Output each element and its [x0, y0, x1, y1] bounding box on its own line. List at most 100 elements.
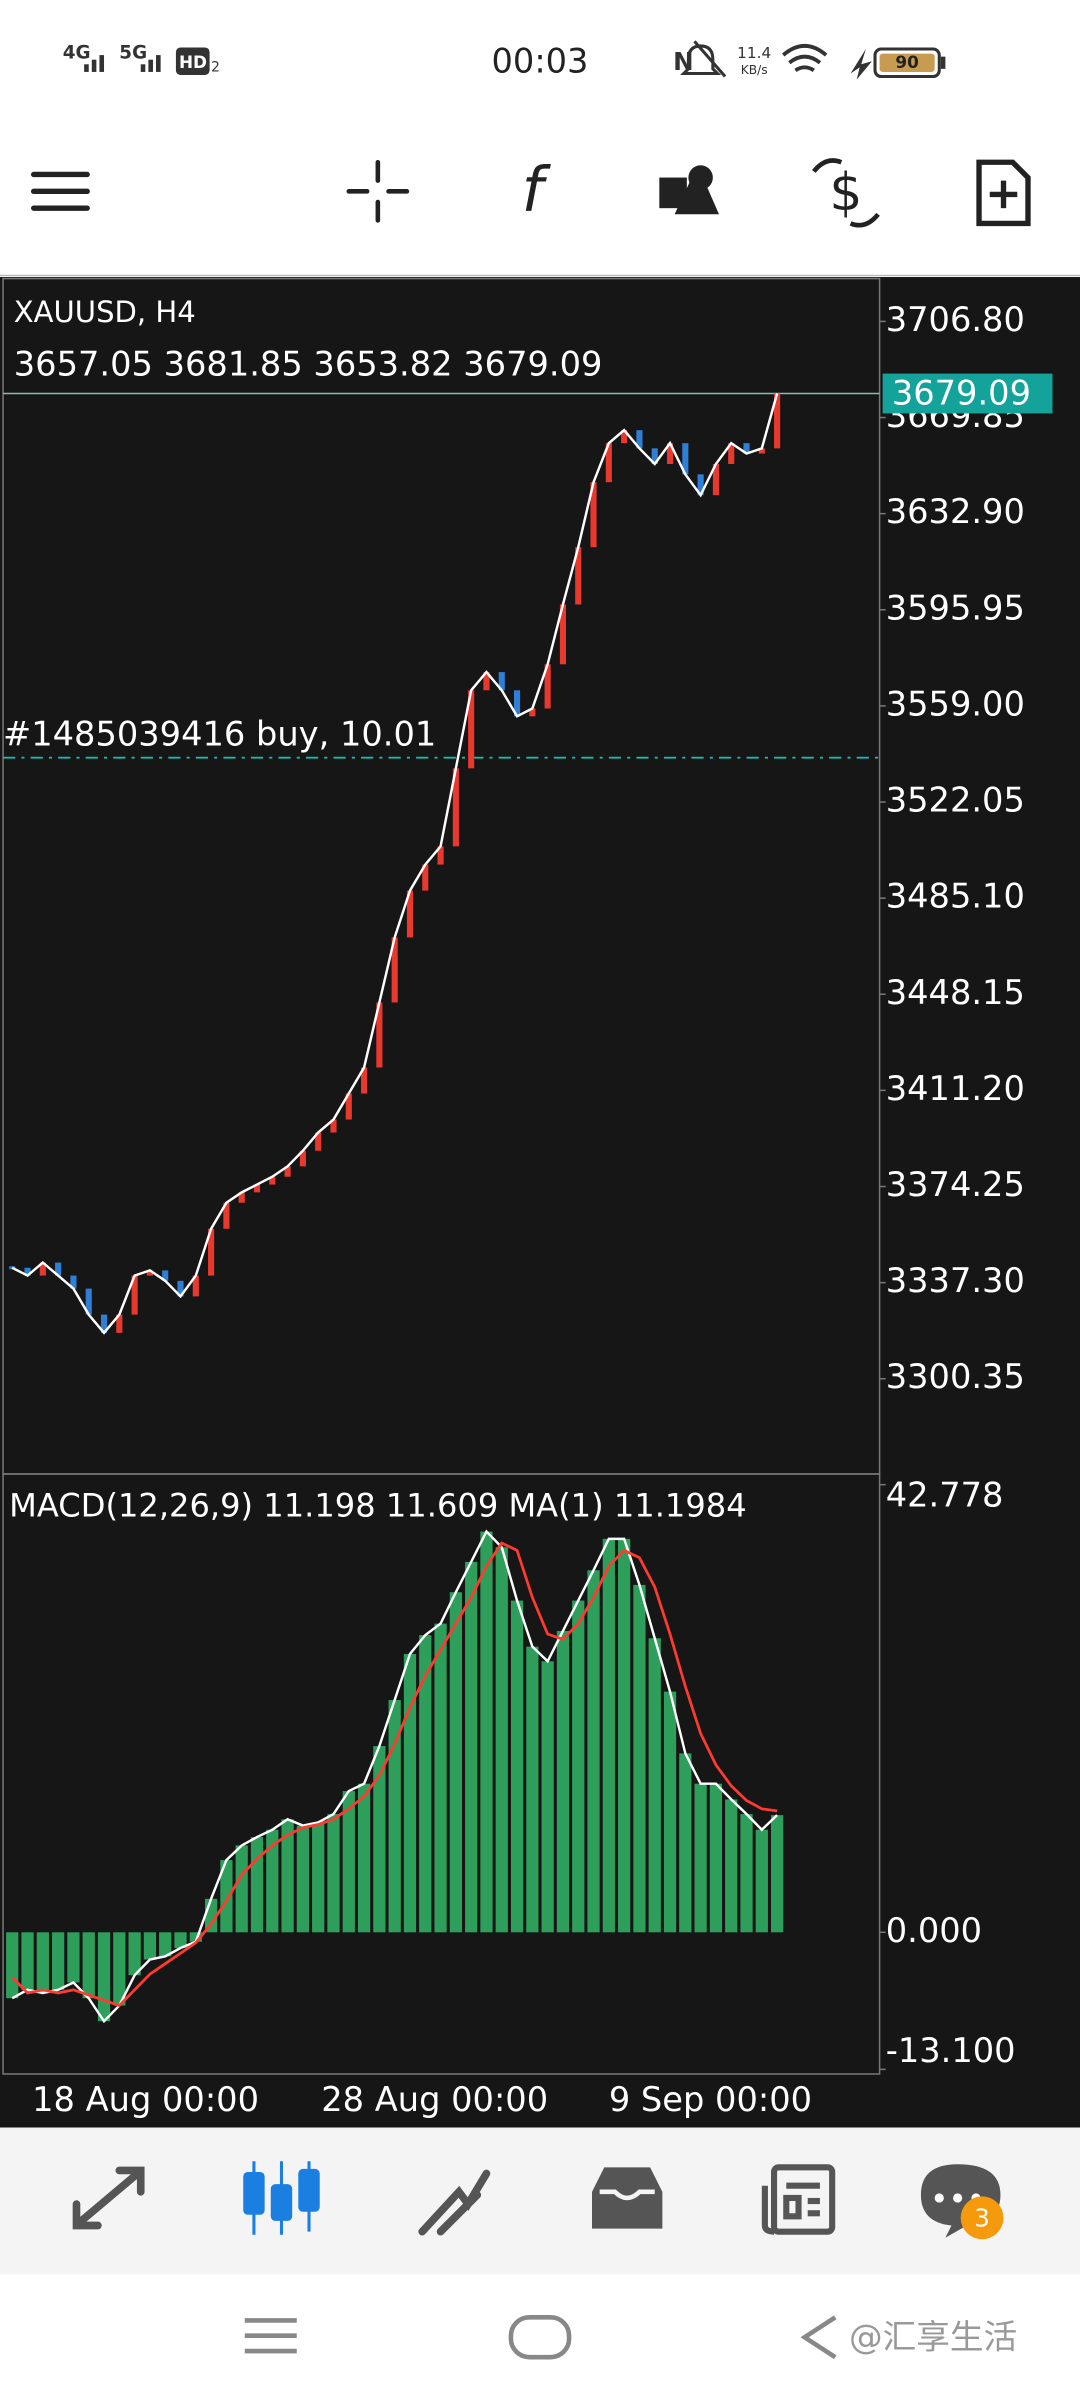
symbol: XAUUSD, H4: [14, 295, 196, 329]
y-tick-label: 3300.35: [886, 1357, 1025, 1396]
macd-bar: [679, 1753, 692, 1933]
candle: [697, 474, 704, 496]
macd-line: [11, 1529, 778, 2024]
macd-bar: [648, 1638, 661, 1933]
macd-bar: [113, 1932, 126, 2006]
macd-bar: [480, 1531, 493, 1933]
candle: [575, 547, 582, 605]
candle: [131, 1275, 138, 1315]
candle: [177, 1280, 184, 1297]
candle: [590, 482, 597, 548]
charge-icon: [850, 48, 872, 80]
candle: [529, 708, 536, 717]
macd-bar: [663, 1691, 677, 1933]
candle: [774, 393, 781, 449]
new-order-button[interactable]: [976, 159, 1031, 227]
macd-bar: [633, 1584, 646, 1933]
macd-bar: [266, 1829, 279, 1933]
chart-bg: [0, 277, 1080, 2128]
macd-bar: [510, 1600, 524, 1933]
macd-bar: [434, 1623, 447, 1933]
macd-bar: [128, 1932, 141, 1976]
y-tick-label: -13.100: [886, 2031, 1016, 2070]
candle: [162, 1270, 169, 1281]
macd-bar: [709, 1783, 723, 1933]
macd-bar: [419, 1635, 432, 1933]
network-4g: 4G: [63, 43, 91, 64]
network-5g: 5G: [119, 43, 147, 64]
hd-sub: 2: [211, 59, 220, 75]
news-tab[interactable]: [761, 2164, 836, 2235]
crosshair-button[interactable]: [346, 159, 410, 223]
messages-tab[interactable]: [920, 2164, 1004, 2240]
history-tab[interactable]: [592, 2167, 663, 2229]
macd-bar: [465, 1561, 478, 1933]
macd-bar: [357, 1783, 371, 1933]
macd-bar: [740, 1814, 753, 1933]
macd-bar: [541, 1661, 554, 1933]
candle: [253, 1184, 261, 1193]
nav-home[interactable]: [508, 2315, 572, 2360]
bottom-nav: [0, 2127, 1080, 2275]
trade-tab[interactable]: [418, 2169, 491, 2236]
candle: [70, 1275, 77, 1289]
candle: [361, 1067, 368, 1094]
candle: [636, 430, 643, 449]
candle: [208, 1228, 215, 1276]
candle: [605, 443, 612, 483]
macd-bar: [143, 1932, 157, 1960]
signal-1: [84, 55, 105, 72]
macd-bar: [495, 1547, 508, 1933]
battery-text: 90: [895, 52, 918, 72]
candle: [483, 672, 490, 691]
y-tick-label: 3595.95: [886, 588, 1025, 627]
macd-bar: [82, 1932, 95, 1999]
macd-bar: [526, 1646, 539, 1933]
nav-back[interactable]: [800, 2315, 837, 2360]
battery-level: [879, 53, 935, 72]
candle: [238, 1192, 245, 1203]
hd: HD: [179, 52, 207, 72]
macd-bar: [388, 1699, 401, 1933]
watermark: @汇享生活: [849, 2317, 1017, 2356]
macd-label: MACD(12,26,9) 11.198 11.609 MA(1) 11.198…: [9, 1487, 746, 1525]
macd-bar: [587, 1570, 600, 1933]
speed: 11.4: [737, 44, 771, 62]
macd-bar: [572, 1600, 585, 1933]
candle: [85, 1288, 92, 1315]
trade-button[interactable]: $: [812, 158, 880, 228]
objects-button[interactable]: [659, 165, 719, 215]
time: 00:03: [492, 41, 589, 80]
macd-bar: [21, 1932, 34, 1990]
y-tick-label: 42.778: [886, 1475, 1004, 1514]
svg-text:$: $: [829, 163, 862, 223]
candle: [728, 443, 735, 464]
macd-bar: [327, 1814, 340, 1933]
quotes-tab[interactable]: [72, 2166, 145, 2230]
price-box: [882, 373, 1053, 414]
macd-bar: [174, 1932, 187, 1948]
candle: [376, 1002, 383, 1068]
menu-button[interactable]: [30, 171, 90, 211]
macd-bar: [755, 1829, 768, 1933]
signal-2: [140, 55, 161, 72]
macd-bar: [403, 1653, 417, 1933]
macd-panel: [2, 1473, 881, 2075]
macd-bar: [602, 1538, 615, 1933]
nav-menu[interactable]: [244, 2318, 297, 2354]
candle: [559, 604, 567, 665]
y-tick-label: 3337.30: [886, 1261, 1025, 1300]
chart-tab[interactable]: [243, 2161, 320, 2235]
macd-bar: [281, 1819, 294, 1933]
candle: [116, 1314, 123, 1333]
candle: [24, 1267, 31, 1276]
candle: [330, 1119, 337, 1133]
x-tick-label: 18 Aug 00:00: [32, 2080, 259, 2119]
candle: [146, 1270, 153, 1276]
candle: [651, 448, 658, 464]
candle: [468, 690, 475, 769]
candle: [345, 1093, 352, 1120]
macd-bar: [312, 1822, 325, 1933]
candle: [391, 937, 398, 1003]
